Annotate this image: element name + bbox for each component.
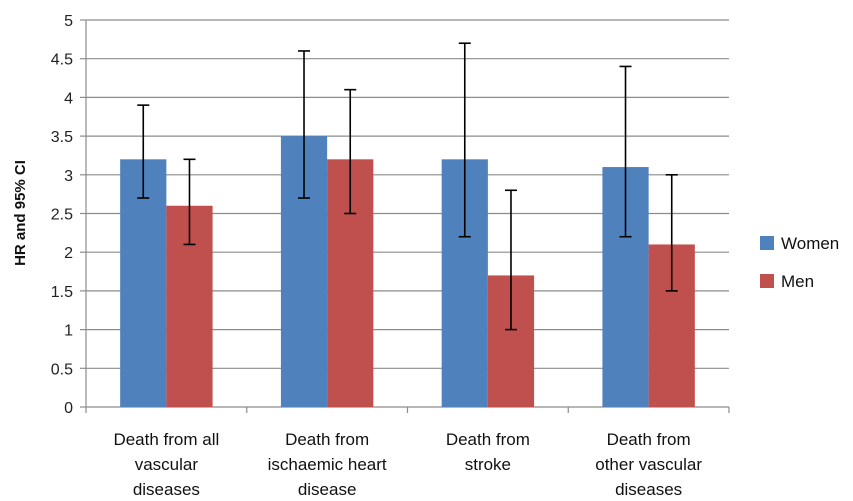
bars: [120, 136, 695, 407]
x-category-label: Death from: [285, 430, 369, 449]
legend-swatch-men: [760, 274, 774, 288]
legend-label-women: Women: [781, 234, 839, 253]
x-category-label: stroke: [465, 455, 511, 474]
error-bars: [137, 42, 678, 331]
y-tick-label: 0.5: [51, 361, 73, 378]
bar-women: [120, 159, 167, 407]
y-tick-label: 0: [64, 400, 73, 417]
y-tick-label: 1: [64, 323, 73, 340]
x-category-label: Death from: [607, 430, 691, 449]
x-category-label: Death from: [446, 430, 530, 449]
y-tick-label: 4.5: [51, 52, 73, 69]
x-category-label: Death from all: [113, 430, 219, 449]
y-tick-label: 1.5: [51, 284, 73, 301]
y-tick-label: 4: [64, 90, 73, 107]
x-category-label: ischaemic heart: [268, 455, 387, 474]
labels: 0 0.5 1 1.5 2 2.5 3 3.5 4 4.5 5 Death from all vascu…: [51, 13, 703, 499]
x-category-label: vascular: [135, 455, 199, 474]
y-tick-label: 2: [64, 245, 73, 262]
x-category-label: diseases: [615, 480, 682, 499]
legend-label-men: Men: [781, 272, 814, 291]
x-category-label: other vascular: [595, 455, 702, 474]
legend-swatch-women: [760, 236, 774, 250]
legend: Women Men: [760, 234, 839, 291]
y-tick-label: 2.5: [51, 207, 73, 224]
x-category-label: diseases: [133, 480, 200, 499]
y-axis-label: HR and 95% CI: [12, 160, 29, 266]
y-tick-label: 3.5: [51, 129, 73, 146]
y-tick-label: 3: [64, 168, 73, 185]
x-category-label: disease: [298, 480, 357, 499]
y-tick-label: 5: [64, 13, 73, 30]
